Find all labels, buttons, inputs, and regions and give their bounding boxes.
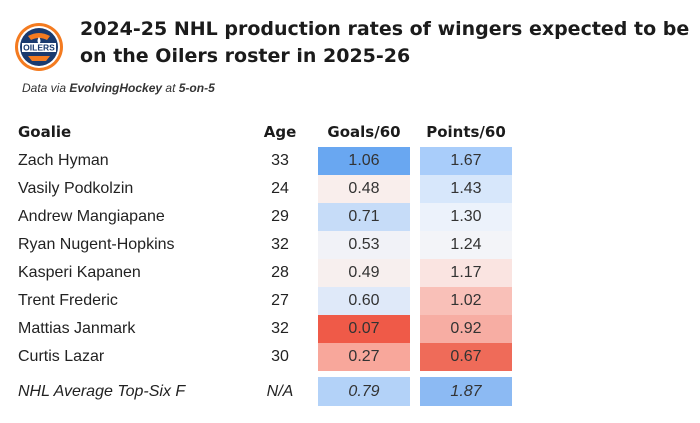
- goals-per-60-cell: 0.79: [318, 377, 410, 406]
- table-row: Mattias Janmark 32 0.07 0.92: [18, 315, 512, 343]
- table-row: Ryan Nugent-Hopkins 32 0.53 1.24: [18, 231, 512, 259]
- table-row: Vasily Podkolzin 24 0.48 1.43: [18, 175, 512, 203]
- goals-per-60-cell: 0.49: [318, 259, 410, 287]
- stats-table: Goalie Age Goals/60 Points/60 Zach Hyman…: [18, 117, 512, 406]
- column-header-name: Goalie: [18, 123, 72, 141]
- goals-per-60-cell: 0.60: [318, 287, 410, 315]
- subtitle: Data via EvolvingHockey at 5-on-5: [22, 81, 215, 95]
- points-per-60-cell: 0.92: [420, 315, 512, 343]
- subtitle-strength: 5-on-5: [178, 81, 215, 95]
- player-age: 29: [271, 208, 289, 225]
- player-age: 33: [271, 152, 289, 169]
- table-row: Zach Hyman 33 1.06 1.67: [18, 147, 512, 175]
- player-age: 32: [271, 320, 289, 337]
- goals-per-60-cell: 0.53: [318, 231, 410, 259]
- player-name: Mattias Janmark: [18, 320, 136, 337]
- points-per-60-cell: 1.30: [420, 203, 512, 231]
- player-name: Curtis Lazar: [18, 348, 105, 365]
- column-header-age: Age: [263, 123, 297, 141]
- table-row: Curtis Lazar 30 0.27 0.67: [18, 343, 512, 371]
- points-per-60-cell: 0.67: [420, 343, 512, 371]
- goals-per-60-cell: 1.06: [318, 147, 410, 175]
- points-per-60-cell: 1.02: [420, 287, 512, 315]
- points-per-60-cell: 1.87: [420, 377, 512, 406]
- oilers-logo: OILERS: [15, 23, 63, 71]
- subtitle-mid: at: [162, 81, 179, 95]
- table-row: Andrew Mangiapane 29 0.71 1.30: [18, 203, 512, 231]
- column-header-points: Points/60: [426, 123, 506, 141]
- player-age: N/A: [266, 382, 294, 400]
- table-row: Trent Frederic 27 0.60 1.02: [18, 287, 512, 315]
- goals-per-60-cell: 0.71: [318, 203, 410, 231]
- subtitle-prefix: Data via: [22, 81, 70, 95]
- page-title: 2024-25 NHL production rates of wingers …: [80, 18, 690, 67]
- player-name: Kasperi Kapanen: [18, 264, 141, 281]
- average-row: NHL Average Top-Six F N/A 0.79 1.87: [18, 377, 512, 406]
- table-row: Kasperi Kapanen 28 0.49 1.17: [18, 259, 512, 287]
- goals-per-60-cell: 0.48: [318, 175, 410, 203]
- player-name: Vasily Podkolzin: [18, 180, 134, 197]
- points-per-60-cell: 1.17: [420, 259, 512, 287]
- points-per-60-cell: 1.24: [420, 231, 512, 259]
- points-per-60-cell: 1.43: [420, 175, 512, 203]
- player-age: 28: [271, 264, 289, 281]
- player-name: Ryan Nugent-Hopkins: [18, 236, 175, 253]
- player-age: 24: [271, 180, 289, 197]
- player-name: Trent Frederic: [18, 292, 118, 309]
- player-age: 30: [271, 348, 289, 365]
- column-header-goals: Goals/60: [327, 123, 401, 141]
- logo-wordmark: OILERS: [23, 43, 55, 53]
- player-age: 32: [271, 236, 289, 253]
- points-per-60-cell: 1.67: [420, 147, 512, 175]
- player-name: NHL Average Top-Six F: [18, 382, 186, 400]
- goals-per-60-cell: 0.07: [318, 315, 410, 343]
- player-name: Zach Hyman: [18, 152, 109, 169]
- player-name: Andrew Mangiapane: [18, 208, 165, 225]
- player-age: 27: [271, 292, 289, 309]
- subtitle-source: EvolvingHockey: [69, 81, 163, 95]
- table-header-row: Goalie Age Goals/60 Points/60: [18, 117, 512, 147]
- goals-per-60-cell: 0.27: [318, 343, 410, 371]
